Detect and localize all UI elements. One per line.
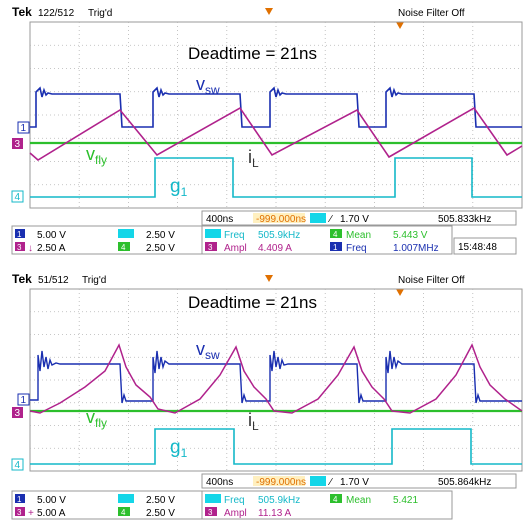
meas-ampl-label: Ampl (224, 508, 247, 519)
mode-label: Noise Filter Off (398, 275, 465, 286)
trigger-level-icon: ∕ (327, 214, 333, 225)
trigger-pos: -999.000ns (256, 214, 306, 225)
svg-text:↓: ↓ (28, 243, 33, 254)
svg-text:3: 3 (17, 508, 22, 517)
svg-text:3: 3 (208, 508, 213, 517)
ch3-scale: 2.50 A (37, 243, 66, 254)
meas-freq-value: 505.9kHz (258, 230, 300, 241)
svg-text:1: 1 (17, 495, 22, 504)
svg-text:1: 1 (333, 243, 338, 252)
svg-text:3: 3 (15, 408, 21, 419)
trigger-level: 1.70 V (340, 214, 369, 225)
record-label: 51/512 (38, 275, 69, 286)
ch2-scale: 2.50 V (146, 230, 175, 241)
readout-panel: 1 5.00 V 2.50 V 3 + 5.00 A 4 2.50 V 400n… (11, 473, 517, 520)
label-il: iL (248, 147, 259, 170)
ch1-scale: 5.00 V (37, 230, 66, 241)
clock-time: 15:48:48 (458, 242, 497, 253)
svg-text:4: 4 (333, 495, 338, 504)
scope-bottom-svg: Tek 51/512 Trig'd Noise Filter Off Deadt… (11, 272, 523, 520)
chart-title: Deadtime = 21ns (188, 44, 317, 63)
mode-label: Noise Filter Off (398, 8, 465, 19)
ch1-scale: 5.00 V (37, 495, 66, 506)
trigger-pos: -999.000ns (256, 477, 306, 488)
timebase: 400ns (206, 214, 233, 225)
meas-freq-label: Freq (224, 495, 245, 506)
trigger-position-icon (265, 275, 273, 282)
meas-freq-value: 505.9kHz (258, 495, 300, 506)
brand-label: Tek (12, 272, 32, 286)
meas-ampl-value: 4.409 A (258, 243, 292, 254)
trig-label: Trig'd (82, 275, 106, 286)
brand-label: Tek (12, 5, 32, 19)
ch4-marker: 4 (11, 458, 24, 471)
meas-mean-value: 5.421 (393, 495, 418, 506)
trigger-level-icon: ∕ (327, 477, 333, 488)
trace-il (29, 106, 523, 161)
trace-vsw (30, 350, 522, 404)
svg-text:3: 3 (208, 243, 213, 252)
trace-il (29, 343, 523, 414)
ch4-scale: 2.50 V (146, 508, 175, 519)
meas-freq2-label: Freq (346, 243, 367, 254)
ch3-scale: 5.00 A (37, 508, 66, 519)
meas-mean-value: 5.443 V (393, 230, 428, 241)
svg-text:4: 4 (333, 230, 338, 239)
trigger-marker-icon (396, 22, 404, 29)
svg-text:4: 4 (15, 192, 21, 203)
trace-g1 (30, 157, 522, 198)
meas-mean-label: Mean (346, 230, 371, 241)
trigger-marker-icon (396, 289, 404, 296)
ch2-scale: 2.50 V (146, 495, 175, 506)
scope-top-svg: Tek 122/512 Trig'd Noise Filter Off Dead… (11, 5, 523, 255)
svg-text:1: 1 (21, 395, 27, 406)
trigger-freq: 505.864kHz (438, 477, 491, 488)
label-g1: g1 (170, 176, 188, 199)
label-il: iL (248, 410, 259, 433)
label-vsw: vsw (196, 74, 220, 97)
meas-freq-label: Freq (224, 230, 245, 241)
ch1-marker: 1 (17, 121, 30, 134)
meas-mean-label: Mean (346, 495, 371, 506)
meas-ampl-label: Ampl (224, 243, 247, 254)
ch4-scale: 2.50 V (146, 243, 175, 254)
label-vsw: vsw (196, 339, 220, 362)
record-label: 122/512 (38, 8, 75, 19)
ch3-marker: 3 (12, 138, 23, 150)
ch1-marker: 1 (17, 393, 30, 406)
svg-text:3: 3 (15, 139, 21, 150)
svg-text:3: 3 (17, 243, 22, 252)
ch3-marker: 3 (12, 407, 23, 419)
label-vfly: vfly (86, 407, 107, 430)
trigger-level: 1.70 V (340, 477, 369, 488)
svg-text:4: 4 (121, 243, 126, 252)
meas-ampl-value: 11.13 A (258, 508, 292, 519)
svg-text:1: 1 (21, 123, 27, 134)
label-g1: g1 (170, 437, 188, 460)
scope-top: Tek 122/512 Trig'd Noise Filter Off Dead… (11, 5, 523, 255)
ch4-marker: 4 (11, 190, 24, 203)
svg-text:4: 4 (121, 508, 126, 517)
trig-label: Trig'd (88, 8, 112, 19)
svg-text:1: 1 (17, 230, 22, 239)
chart-title: Deadtime = 21ns (188, 293, 317, 312)
trigger-position-icon (265, 8, 273, 15)
svg-text:4: 4 (15, 460, 21, 471)
trace-vsw (30, 86, 522, 128)
trigger-freq: 505.833kHz (438, 214, 491, 225)
label-vfly: vfly (86, 144, 107, 167)
svg-text:+: + (28, 508, 34, 519)
scope-bottom: Tek 51/512 Trig'd Noise Filter Off Deadt… (0, 263, 529, 526)
timebase: 400ns (206, 477, 233, 488)
trace-g1 (30, 428, 522, 465)
readout-panel: 1 5.00 V 2.50 V 3 ↓ 2.50 A 4 2.50 V 400n… (11, 210, 517, 255)
graticule (29, 288, 523, 472)
meas-freq2-value: 1.007MHz (393, 243, 439, 254)
